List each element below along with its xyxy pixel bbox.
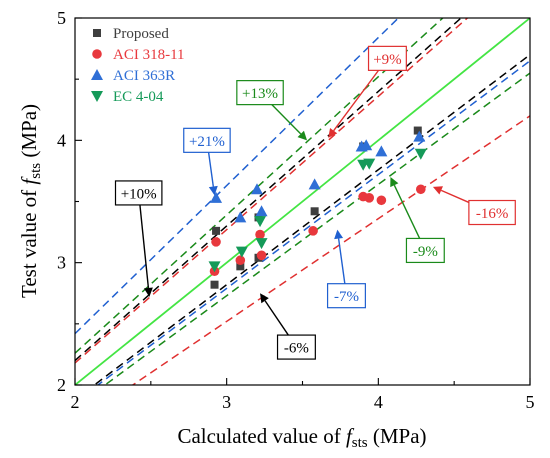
- point-series-2-6: [360, 139, 373, 151]
- point-series-3-6: [414, 148, 427, 160]
- point-series-2-2: [251, 183, 263, 195]
- point-series-0-5: [310, 207, 319, 216]
- annotation-label-7: -6%: [284, 341, 309, 357]
- annotation-box-7: [276, 334, 316, 360]
- annotation-label-0: +9%: [373, 52, 401, 68]
- point-series-3-2: [254, 216, 267, 228]
- annotation-label-1: +13%: [242, 86, 278, 102]
- equality-line-0: [75, 18, 530, 385]
- y-tick-label-3: 5: [57, 8, 66, 28]
- point-series-3-1: [235, 246, 248, 258]
- y-tick-label-0: 2: [57, 375, 66, 395]
- point-series-0-1: [212, 226, 221, 235]
- point-series-1-2: [235, 255, 246, 266]
- axes: 2 3 4 5 2 3 4 5: [57, 8, 535, 412]
- x-tick-label-3: 5: [526, 392, 535, 412]
- annotation-arrow-0: [333, 69, 380, 132]
- annotation-arrowhead-0: [328, 127, 338, 138]
- annotation-arrow-5: [393, 184, 421, 239]
- point-series-2-1: [234, 211, 247, 223]
- y-tick-label-2: 4: [57, 130, 66, 150]
- point-series-2-4: [308, 178, 321, 190]
- annotation-box-5: [405, 237, 445, 264]
- annotation-box-4: [468, 199, 516, 226]
- annotation-label-3: +10%: [121, 186, 157, 202]
- legend-label-2: ACI 363R: [113, 68, 175, 84]
- annotation-arrowhead-4: [432, 186, 443, 195]
- legend-marker-3: [91, 91, 103, 102]
- point-series-1-8: [376, 195, 387, 206]
- annotation-label-4: -16%: [476, 206, 509, 222]
- legend-label-3: EC 4-04: [113, 89, 164, 105]
- bound-line-5: [75, 18, 463, 362]
- point-series-3-0: [208, 261, 221, 273]
- x-tick-label-0: 2: [71, 392, 80, 412]
- bound-line-8: [103, 72, 530, 385]
- annotation-box-0: [367, 45, 407, 71]
- point-series-1-5: [308, 226, 318, 236]
- bound-line-4: [96, 60, 530, 385]
- legend-marker-2: [91, 69, 103, 80]
- point-series-0-7: [413, 126, 422, 135]
- annotation-arrowhead-3: [143, 287, 153, 297]
- annotation-arrow-3: [139, 204, 150, 289]
- annotation-arrowhead-7: [260, 293, 269, 304]
- annotation-label-2: +21%: [189, 134, 225, 150]
- legend-label-0: Proposed: [113, 26, 169, 42]
- point-series-2-7: [375, 145, 388, 157]
- annotation-box-2: [183, 127, 231, 153]
- annotation-arrowhead-5: [390, 177, 399, 188]
- bound-line-1: [75, 18, 469, 364]
- bound-line-3: [75, 18, 400, 335]
- annotation-arrow-6: [337, 238, 346, 284]
- legend-marker-1: [92, 49, 102, 59]
- bound-line-2: [131, 115, 530, 385]
- annotation-box-1: [236, 80, 284, 106]
- x-tick-label-2: 4: [374, 392, 383, 412]
- legend-label-1: ACI 318-11: [113, 47, 185, 63]
- x-axis-label: Calculated value of fsts (MPa): [177, 424, 426, 451]
- annotation-label-5: -9%: [413, 244, 438, 260]
- y-tick-label-1: 3: [57, 253, 66, 273]
- annotations: +9% +13% +21% +10% -16% -9% -7% -6%: [114, 45, 516, 360]
- annotation-box-3: [114, 180, 163, 206]
- y-axis-label: Test value of fsts (MPa): [17, 104, 44, 298]
- bound-line-6: [93, 54, 530, 385]
- point-series-1-3: [255, 229, 265, 240]
- annotation-arrowhead-1: [297, 130, 308, 141]
- point-series-1-7: [364, 193, 375, 203]
- point-series-1-1: [211, 237, 221, 247]
- point-series-0-0: [210, 280, 219, 289]
- annotation-arrow-4: [440, 189, 470, 204]
- point-series-1-4: [256, 250, 267, 261]
- annotation-arrowhead-2: [208, 185, 218, 196]
- annotation-arrow-2: [207, 152, 214, 187]
- annotation-arrow-1: [271, 104, 302, 135]
- annotation-arrowhead-6: [334, 229, 344, 240]
- annotation-box-6: [326, 283, 366, 309]
- point-series-2-3: [255, 205, 268, 217]
- legend: Proposed ACI 318-11 ACI 363R EC 4-04: [91, 26, 185, 105]
- data-points: [208, 126, 427, 289]
- annotation-arrow-7: [264, 300, 289, 336]
- point-series-3-3: [255, 238, 268, 250]
- point-series-1-9: [416, 184, 426, 195]
- legend-marker-0: [93, 29, 101, 37]
- reference-lines: [75, 18, 530, 385]
- point-series-2-8: [413, 130, 426, 142]
- x-tick-label-1: 3: [222, 392, 231, 412]
- point-series-2-0: [210, 191, 223, 203]
- annotation-label-6: -7%: [334, 289, 359, 305]
- point-series-0-2: [236, 262, 245, 271]
- point-series-3-5: [363, 158, 376, 170]
